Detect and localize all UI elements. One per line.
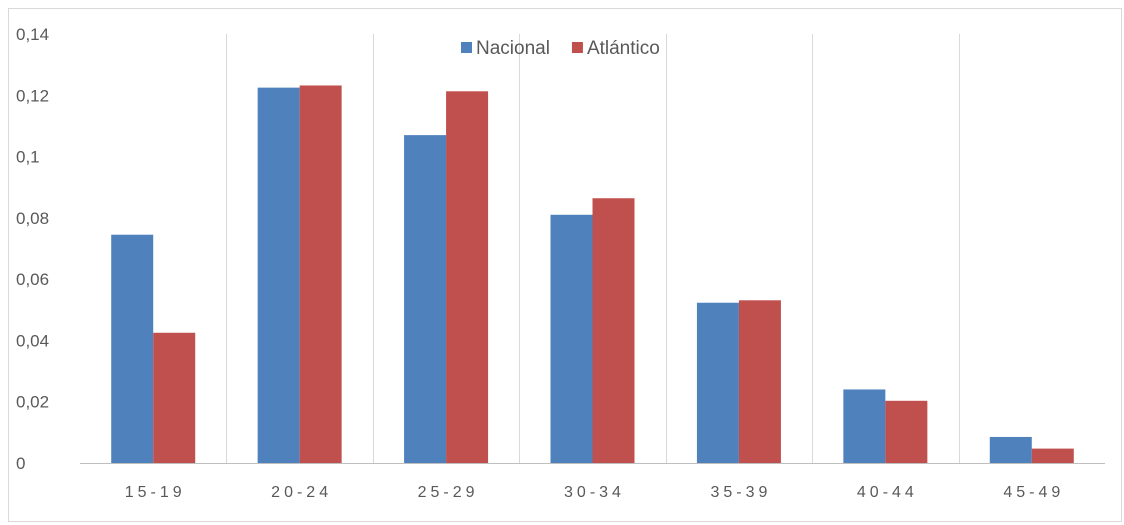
x-category-label: 20-24 [271, 484, 332, 501]
y-tick-label: 0,14 [16, 25, 49, 44]
bar-nacional-40-44 [843, 389, 886, 463]
legend: Nacional Atlántico [461, 38, 660, 59]
y-tick-label: 0,08 [16, 209, 49, 228]
bar-atl-ntico-30-34 [592, 198, 635, 463]
bar-nacional-15-19 [111, 234, 154, 463]
y-tick-label: 0,04 [16, 331, 49, 350]
axis-layer: 0 0,02 0,04 0,06 0,08 0,1 0,12 0,14 15-19 20-24 25… [16, 25, 1105, 501]
y-tick-label: 0,12 [16, 86, 49, 105]
legend-label: Nacional [476, 38, 550, 59]
bar-atl-ntico-45-49 [1031, 448, 1074, 463]
legend-swatch [571, 42, 583, 53]
bar-atl-ntico-15-19 [153, 332, 196, 463]
legend-label: Atlántico [587, 38, 660, 59]
y-tick-label: 0,02 [16, 393, 49, 412]
bar-nacional-45-49 [989, 436, 1032, 463]
bar-nacional-30-34 [550, 214, 593, 463]
x-category-label: 40-44 [857, 484, 918, 501]
y-tick-label: 0 [16, 454, 25, 473]
bar-nacional-25-29 [404, 135, 447, 463]
x-category-label: 25-29 [418, 484, 479, 501]
x-category-label: 35-39 [710, 484, 771, 501]
bar-nacional-35-39 [696, 302, 739, 463]
bars-layer [111, 85, 1074, 464]
bar-nacional-20-24 [257, 87, 300, 463]
bar-atl-ntico-25-29 [446, 91, 489, 464]
legend-swatch [461, 42, 472, 53]
x-category-label: 15-19 [125, 484, 186, 501]
y-tick-label: 0,06 [16, 270, 49, 289]
x-category-label: 45-49 [1003, 484, 1064, 501]
bar-atl-ntico-20-24 [299, 85, 342, 463]
bar-atl-ntico-40-44 [885, 400, 928, 463]
grid-layer [226, 34, 960, 463]
y-tick-label: 0,1 [16, 148, 40, 167]
bar-atl-ntico-35-39 [738, 300, 781, 463]
x-category-label: 30-34 [564, 484, 625, 501]
